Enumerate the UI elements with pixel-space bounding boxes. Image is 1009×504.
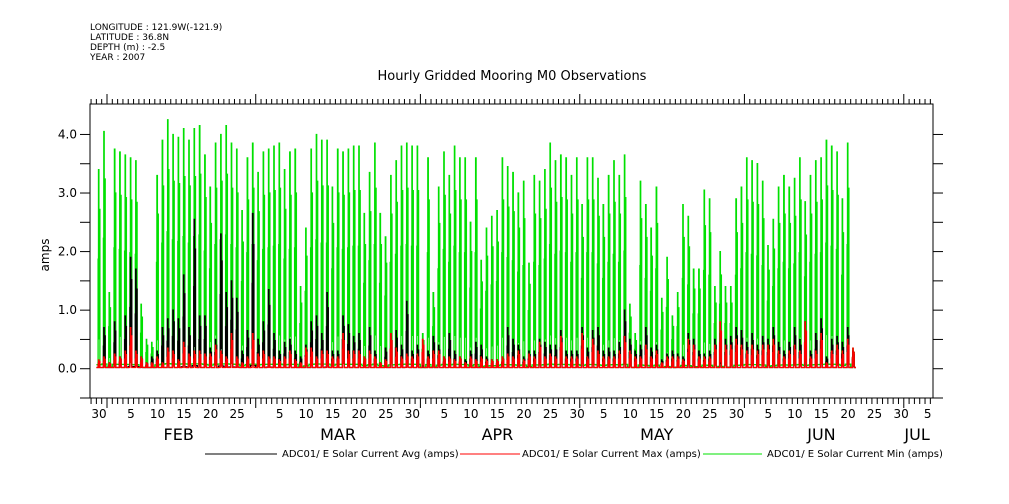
header-depth: DEPTH (m) : -2.5: [90, 43, 165, 53]
x-tick-label: 10: [787, 407, 802, 421]
y-tick-label: 2.0: [58, 245, 77, 259]
x-tick-label: 15: [649, 407, 664, 421]
legend-label-min: ADC01/ E Solar Current Min (amps): [767, 449, 943, 460]
x-tick-label: 30: [91, 407, 106, 421]
x-tick-label: 10: [623, 407, 638, 421]
y-tick-label: 4.0: [58, 127, 77, 141]
x-tick-label: 25: [543, 407, 558, 421]
x-tick-label: 15: [490, 407, 505, 421]
x-tick-label: 25: [229, 407, 244, 421]
x-tick-label: 30: [405, 407, 420, 421]
legend-label-max: ADC01/ E Solar Current Max (amps): [522, 449, 701, 460]
month-label: MAY: [640, 425, 674, 444]
x-tick-label: 10: [299, 407, 314, 421]
x-tick-label: 5: [276, 407, 284, 421]
header-longitude: LONGITUDE : 121.9W(-121.9): [90, 23, 222, 33]
x-tick-label: 25: [378, 407, 393, 421]
plot-frame: [89, 103, 934, 399]
legend-label-avg: ADC01/ E Solar Current Avg (amps): [282, 449, 459, 460]
x-tick-label: 20: [516, 407, 531, 421]
x-tick-label: 15: [325, 407, 340, 421]
x-tick-label: 5: [440, 407, 448, 421]
month-label: APR: [482, 425, 514, 444]
y-tick-label: 3.0: [58, 186, 77, 200]
x-tick-label: 25: [867, 407, 882, 421]
series-line-min: [96, 119, 856, 369]
header-latitude: LATITUDE : 36.8N: [90, 33, 169, 43]
x-tick-label: 30: [729, 407, 744, 421]
x-tick-label: 30: [569, 407, 584, 421]
y-axis-label: amps: [38, 239, 52, 272]
x-tick-label: 20: [203, 407, 218, 421]
chart-title: Hourly Gridded Mooring M0 Observations: [378, 69, 647, 84]
y-tick-label: 0.0: [58, 362, 77, 376]
x-tick-label: 15: [176, 407, 191, 421]
month-label: JUL: [903, 425, 929, 444]
x-tick-label: 15: [814, 407, 829, 421]
axes: 30 5 10 15 20 25 5 10 15 20 25 30 5 10 15 20 25 30 5 10 15 20…: [58, 94, 943, 444]
x-tick-label: 10: [150, 407, 165, 421]
y-tick-label: 1.0: [58, 303, 77, 317]
legend: ADC01/ E Solar Current Avg (amps) ADC01/…: [205, 449, 943, 460]
x-tick-label: 5: [127, 407, 135, 421]
x-tick-label: 5: [600, 407, 608, 421]
x-tick-label: 10: [463, 407, 478, 421]
month-label: JUN: [806, 425, 835, 444]
x-tick-label: 5: [765, 407, 773, 421]
x-tick-label: 5: [924, 407, 932, 421]
x-tick-label: 20: [840, 407, 855, 421]
x-tick-label: 30: [893, 407, 908, 421]
month-label: FEB: [164, 425, 194, 444]
month-label: MAR: [320, 425, 356, 444]
x-tick-label: 25: [702, 407, 717, 421]
plot-area: [96, 119, 856, 369]
x-tick-label: 20: [352, 407, 367, 421]
header-year: YEAR : 2007: [89, 53, 145, 63]
series-line-max: [96, 321, 856, 369]
x-tick-label: 20: [676, 407, 691, 421]
